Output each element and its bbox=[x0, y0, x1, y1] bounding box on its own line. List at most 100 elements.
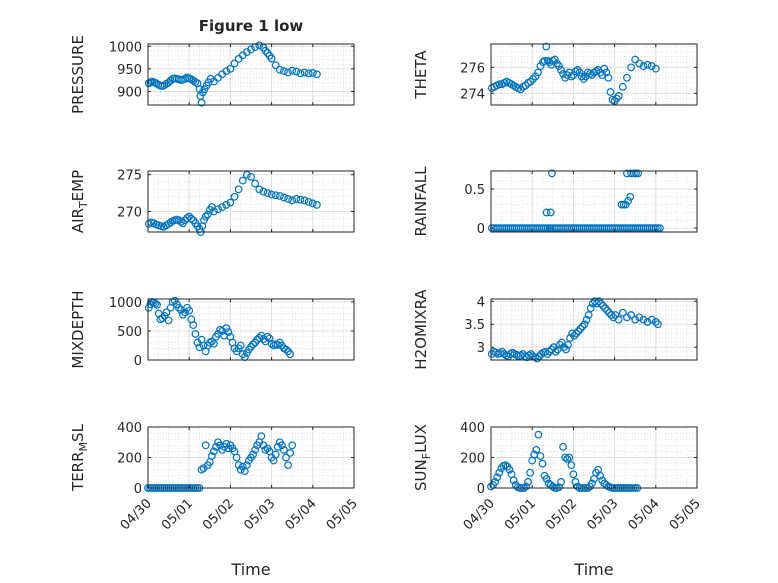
data-point bbox=[278, 441, 286, 450]
data-point bbox=[618, 82, 627, 91]
data-point bbox=[656, 224, 664, 232]
panel-1: 900 950 1000 PRESSURE bbox=[69, 35, 355, 114]
data-point bbox=[201, 212, 210, 221]
data-point bbox=[164, 316, 173, 325]
data-point bbox=[557, 478, 565, 486]
data-point bbox=[263, 332, 272, 341]
data-point bbox=[226, 64, 235, 73]
data-point bbox=[265, 334, 274, 343]
data-point bbox=[631, 55, 640, 64]
data-point bbox=[261, 445, 270, 454]
data-point bbox=[542, 474, 551, 483]
data-point bbox=[288, 441, 297, 450]
data-point bbox=[191, 78, 200, 86]
data-point bbox=[627, 63, 635, 72]
y-axis-label: H2OMIXRA bbox=[412, 289, 430, 370]
data-point bbox=[222, 324, 231, 332]
data-point bbox=[288, 196, 297, 205]
data-point bbox=[614, 315, 623, 324]
axes-box bbox=[147, 43, 355, 106]
data-point bbox=[493, 473, 502, 482]
data-point bbox=[224, 328, 233, 337]
y-tick-label: 1000 bbox=[109, 296, 142, 311]
data-point bbox=[516, 85, 525, 94]
y-tick-label: 0 bbox=[477, 222, 485, 237]
data-point bbox=[308, 199, 317, 208]
data-point bbox=[238, 462, 247, 471]
y-axis-label: RAINFALL bbox=[412, 166, 430, 237]
data-point bbox=[526, 468, 535, 477]
y-tick-label: 0 bbox=[134, 354, 142, 369]
x-axis-label-right: Time bbox=[573, 560, 613, 579]
figure-title: Figure 1 low bbox=[199, 17, 304, 35]
data-point bbox=[282, 453, 290, 462]
y-tick-label: 274 bbox=[460, 87, 485, 102]
data-point bbox=[643, 318, 652, 326]
data-point bbox=[635, 313, 644, 322]
y-tick-label: 4 bbox=[477, 295, 485, 310]
data-point bbox=[251, 179, 260, 188]
data-point bbox=[542, 42, 551, 51]
series bbox=[144, 41, 321, 107]
data-point bbox=[623, 73, 631, 82]
data-point bbox=[286, 449, 295, 457]
axes-box bbox=[490, 170, 698, 233]
data-point bbox=[564, 340, 572, 349]
data-point bbox=[242, 461, 251, 470]
data-point bbox=[203, 210, 212, 219]
panels: 900 950 1000 PRESSURE 274 276 THETA 270 275 AIRTE… bbox=[69, 35, 704, 533]
data-point bbox=[238, 176, 247, 185]
data-point bbox=[249, 340, 257, 349]
data-point bbox=[584, 311, 593, 319]
data-point bbox=[606, 88, 615, 96]
data-point bbox=[531, 72, 540, 81]
data-point bbox=[177, 217, 185, 226]
data-point bbox=[251, 445, 260, 454]
y-axis-label: THETA bbox=[412, 50, 430, 100]
data-point bbox=[214, 205, 222, 214]
y-tick-label: 400 bbox=[117, 421, 142, 436]
data-point bbox=[618, 308, 627, 317]
data-point bbox=[271, 61, 280, 70]
data-point bbox=[559, 442, 567, 451]
data-point bbox=[614, 92, 623, 100]
data-point bbox=[222, 200, 231, 209]
data-point bbox=[300, 68, 309, 77]
data-point bbox=[548, 169, 556, 178]
data-point bbox=[249, 450, 257, 459]
data-point bbox=[247, 172, 255, 181]
y-tick-label: 276 bbox=[460, 61, 485, 76]
data-point bbox=[267, 54, 276, 63]
data-point bbox=[534, 430, 543, 439]
data-point bbox=[230, 59, 239, 68]
data-point bbox=[259, 187, 268, 196]
y-tick-label: 1000 bbox=[109, 40, 142, 55]
data-point bbox=[566, 334, 575, 342]
data-point bbox=[574, 327, 583, 336]
data-point bbox=[639, 62, 648, 70]
data-point bbox=[643, 60, 652, 69]
data-point bbox=[210, 207, 218, 216]
data-point bbox=[267, 190, 276, 199]
data-point bbox=[623, 313, 631, 322]
data-point bbox=[536, 452, 545, 460]
data-point bbox=[234, 461, 243, 470]
data-point bbox=[280, 445, 288, 454]
data-point bbox=[601, 304, 610, 313]
series bbox=[487, 297, 662, 363]
data-point bbox=[607, 311, 616, 319]
data-point bbox=[255, 41, 264, 50]
y-tick-label: 3 bbox=[477, 341, 485, 356]
axes-box bbox=[490, 43, 698, 106]
data-point bbox=[234, 185, 243, 194]
data-point bbox=[639, 315, 648, 324]
data-point bbox=[288, 66, 297, 75]
data-point bbox=[300, 196, 309, 205]
data-point bbox=[257, 432, 266, 441]
data-point bbox=[212, 442, 220, 451]
data-point bbox=[582, 315, 591, 324]
data-point bbox=[538, 459, 547, 468]
data-point bbox=[280, 193, 288, 202]
data-point bbox=[236, 341, 245, 350]
